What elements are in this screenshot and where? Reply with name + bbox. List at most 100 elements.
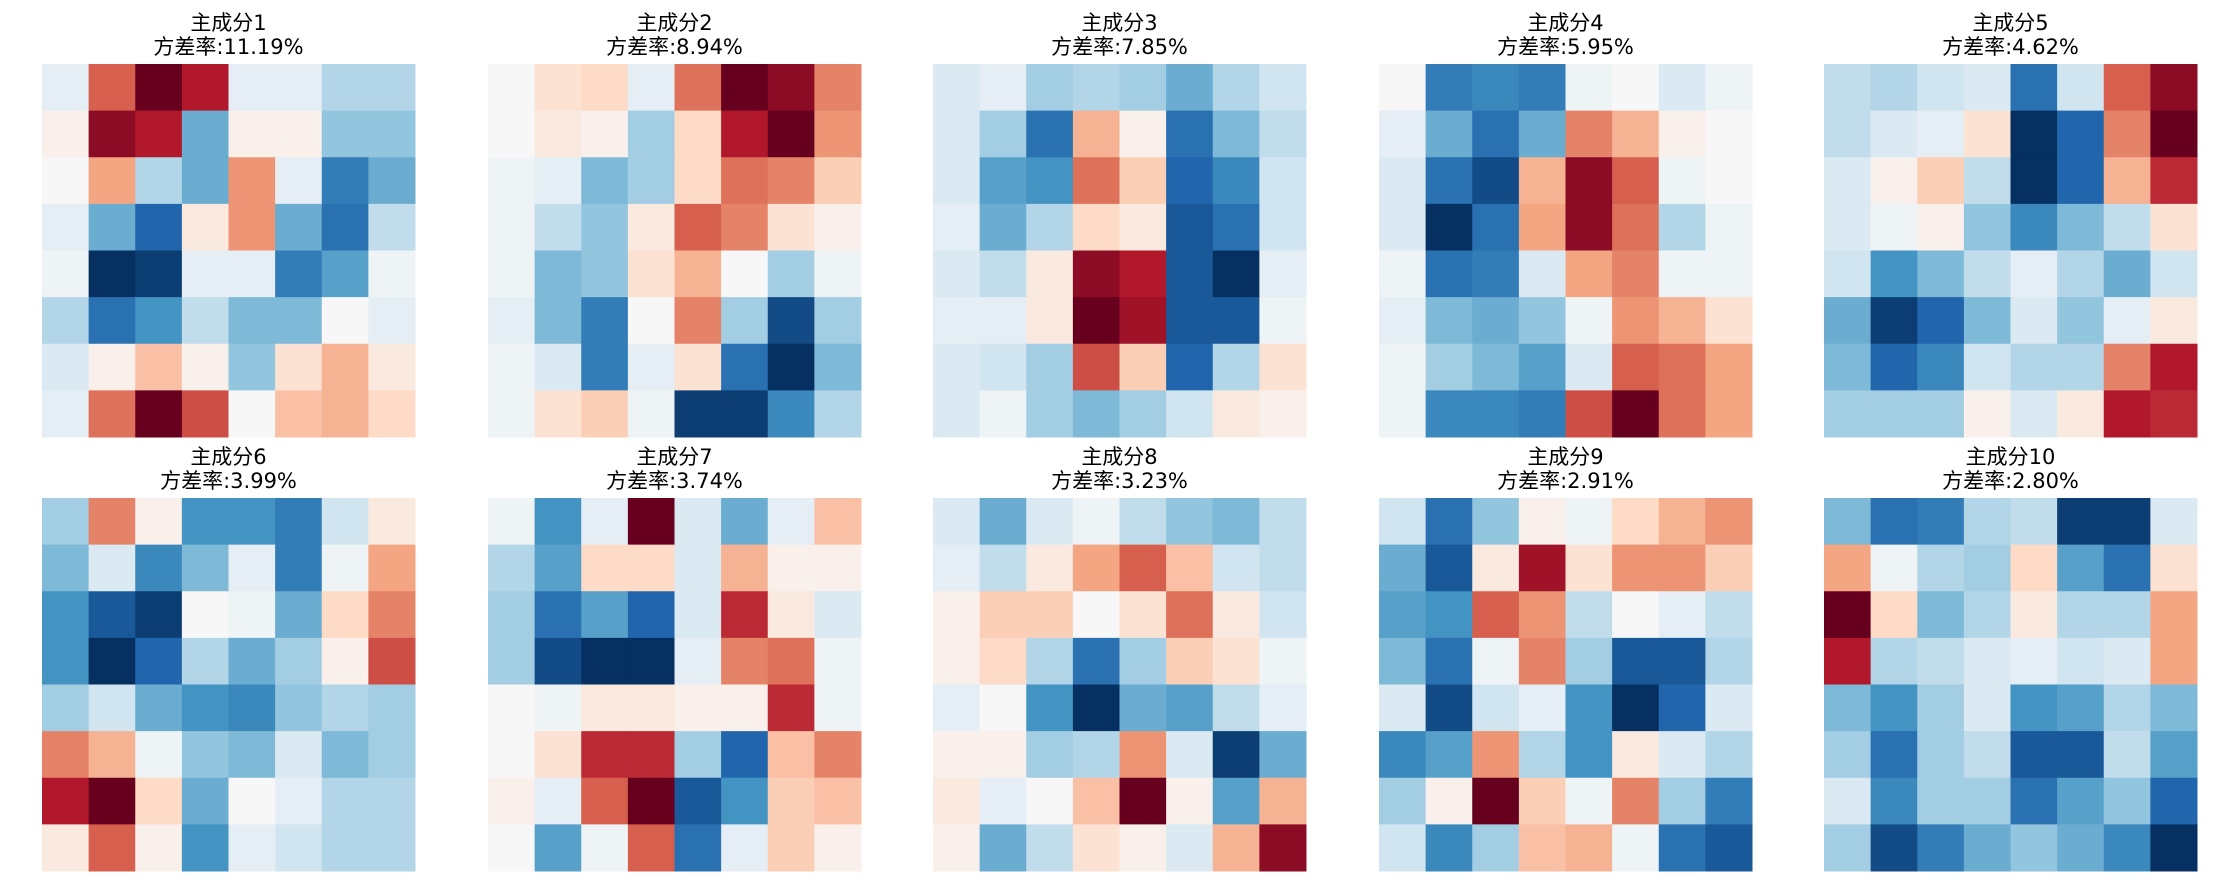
heatmap-cell [1917, 731, 1965, 779]
heatmap-cell [181, 824, 229, 872]
heatmap-cell [488, 731, 536, 779]
heatmap-cell [1166, 637, 1214, 685]
heatmap-cell [2010, 297, 2058, 345]
heatmap-cell [2150, 498, 2198, 546]
heatmap-cell [674, 544, 722, 592]
heatmap-cell [1119, 637, 1167, 685]
heatmap-cell [1565, 824, 1613, 872]
heatmap-cell [1612, 544, 1660, 592]
heatmap-cell [1518, 544, 1566, 592]
heatmap-cell [1119, 297, 1167, 345]
heatmap-cell [1425, 203, 1473, 251]
chart-subtitle: 方差率:4.62% [1942, 35, 2079, 59]
heatmap-cell [2057, 390, 2105, 438]
heatmap-cell [1072, 110, 1120, 158]
heatmap-cell [42, 684, 90, 732]
heatmap-cell [1658, 390, 1706, 438]
heatmap-cell [1379, 343, 1427, 391]
heatmap-cell [1259, 110, 1307, 158]
heatmap-cell [1705, 110, 1753, 158]
heatmap-cell [228, 591, 276, 639]
heatmap-cell [1259, 390, 1307, 438]
heatmap-cell [1026, 157, 1074, 205]
heatmap-cell [979, 498, 1027, 546]
heatmap-cell [1824, 64, 1872, 112]
heatmap-cell [767, 731, 815, 779]
heatmap-cell [674, 157, 722, 205]
heatmap-cell [1917, 637, 1965, 685]
heatmap-cell [674, 777, 722, 825]
heatmap-cell [1612, 110, 1660, 158]
heatmap-cell [1259, 250, 1307, 298]
chart-subtitle: 方差率:8.94% [606, 35, 743, 59]
heatmap-cell [2057, 203, 2105, 251]
heatmap-cell [488, 637, 536, 685]
heatmap-cell [979, 824, 1027, 872]
heatmap-cell [1119, 203, 1167, 251]
heatmap-cell [1026, 684, 1074, 732]
heatmap-cell [1565, 777, 1613, 825]
heatmap-cell [1612, 591, 1660, 639]
heatmap-cell [2057, 250, 2105, 298]
heatmap-cell [1259, 824, 1307, 872]
heatmap-cell [1119, 250, 1167, 298]
heatmap-cell [1212, 64, 1260, 112]
heatmap-cell [1705, 637, 1753, 685]
heatmap-cell [88, 250, 136, 298]
heatmap-cell [1824, 157, 1872, 205]
heatmap-cell [1870, 203, 1918, 251]
heatmap-cell [674, 64, 722, 112]
heatmap-cell [1425, 250, 1473, 298]
heatmap-cell [1917, 343, 1965, 391]
heatmap-cell [1259, 684, 1307, 732]
heatmap-cell [721, 110, 769, 158]
heatmap-cell [534, 591, 582, 639]
heatmap-cell [1379, 390, 1427, 438]
heatmap-cell [534, 684, 582, 732]
heatmap-cell [627, 544, 675, 592]
heatmap-cell [814, 110, 862, 158]
heatmap-cell [1705, 343, 1753, 391]
heatmap-cell [181, 157, 229, 205]
heatmap-cell [1917, 591, 1965, 639]
heatmap-cell [2057, 824, 2105, 872]
heatmap-cell [1425, 731, 1473, 779]
heatmap-cell [767, 250, 815, 298]
heatmap-cell [721, 731, 769, 779]
heatmap-cell [1472, 777, 1520, 825]
chart-subtitle: 方差率:5.95% [1497, 35, 1634, 59]
heatmap-cell [979, 297, 1027, 345]
heatmap-cell [88, 498, 136, 546]
heatmap-cell [1072, 824, 1120, 872]
heatmap-cell [1963, 824, 2011, 872]
heatmap-cell [767, 824, 815, 872]
heatmap-cell [228, 824, 276, 872]
heatmap-cell [721, 637, 769, 685]
heatmap-cell [581, 203, 629, 251]
heatmap-cell [767, 591, 815, 639]
heatmap-cell [1259, 64, 1307, 112]
heatmap-cell [42, 390, 90, 438]
chart-title: 主成分8 [1081, 445, 1157, 469]
heatmap-cell [1705, 777, 1753, 825]
heatmap-cell [321, 591, 369, 639]
heatmap-cell [2010, 157, 2058, 205]
heatmap-cell [1212, 731, 1260, 779]
heatmap-cell [488, 203, 536, 251]
heatmap-cell [368, 777, 416, 825]
heatmap-cell [1824, 498, 1872, 546]
heatmap-cell [42, 203, 90, 251]
heatmap-cell [228, 684, 276, 732]
heatmap-cell [1917, 390, 1965, 438]
chart-subtitle: 方差率:3.74% [606, 469, 743, 493]
heatmap-cell [1870, 64, 1918, 112]
heatmap-cell [1472, 684, 1520, 732]
heatmap-cell [368, 297, 416, 345]
heatmap-cell [1565, 110, 1613, 158]
heatmap-cell [1565, 250, 1613, 298]
heatmap-cell [534, 637, 582, 685]
heatmap-cell [1518, 390, 1566, 438]
heatmap-cell [1166, 203, 1214, 251]
heatmap-cell [42, 343, 90, 391]
